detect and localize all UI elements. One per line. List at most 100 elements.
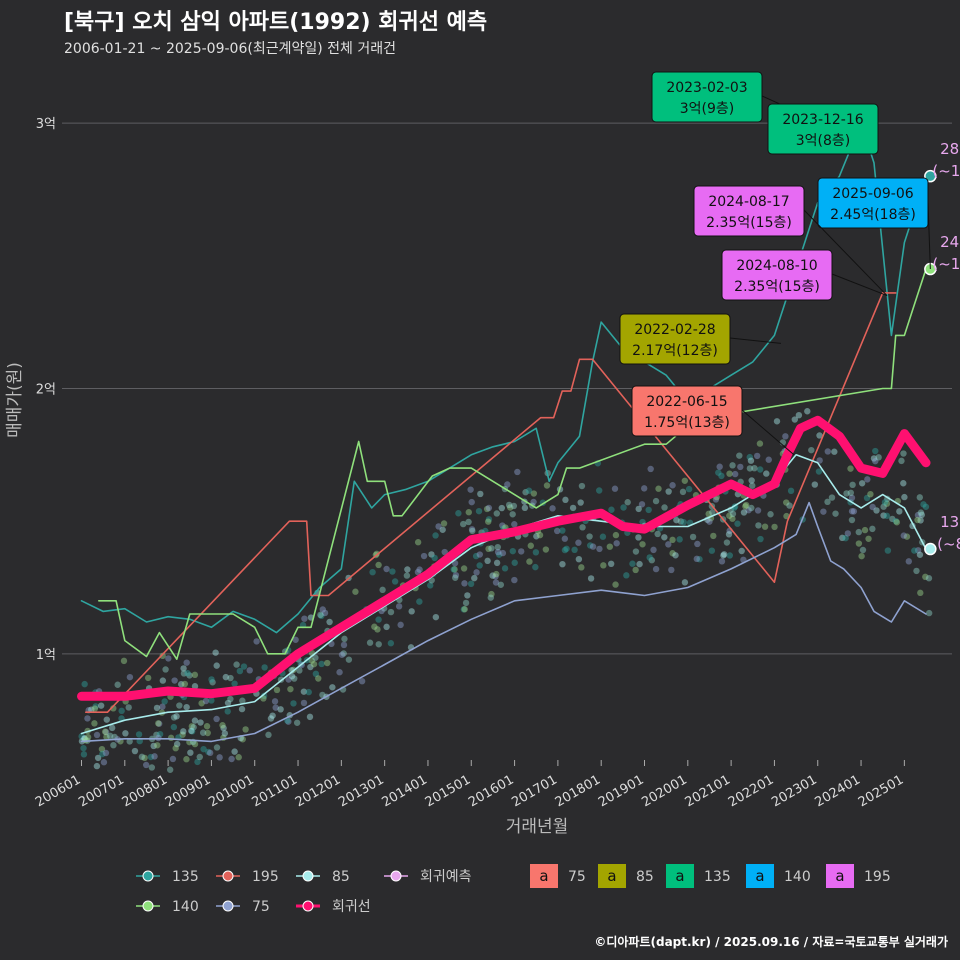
scatter-point — [533, 533, 540, 540]
scatter-point — [183, 659, 190, 666]
legend-label-swatch — [530, 864, 558, 888]
scatter-point — [746, 465, 754, 472]
scatter-point — [200, 745, 207, 753]
scatter-point — [740, 509, 748, 516]
x-tick-label: 200601 — [33, 772, 83, 810]
scatter-point — [485, 518, 492, 525]
scatter-point — [527, 542, 534, 549]
scatter-point — [613, 540, 620, 547]
x-tick-label: 200801 — [120, 772, 170, 810]
scatter-point — [729, 510, 737, 518]
scatter-point — [824, 498, 831, 506]
scatter-point — [277, 706, 284, 713]
annotation-box — [721, 249, 833, 301]
scatter-point — [530, 498, 537, 506]
scatter-point — [872, 447, 879, 455]
scatter-point — [511, 521, 518, 528]
scatter-point — [100, 759, 108, 766]
scatter-point — [138, 753, 146, 761]
scatter-point — [300, 688, 308, 695]
scatter-point — [397, 621, 404, 629]
scatter-point — [898, 457, 905, 465]
scatter-point — [693, 555, 701, 563]
scatter-point — [118, 707, 125, 715]
scatter-point — [194, 758, 201, 766]
scatter-point — [917, 509, 925, 516]
scatter-point — [532, 563, 539, 571]
scatter-point — [504, 481, 511, 488]
scatter-point — [646, 554, 653, 561]
scatter-point — [522, 489, 529, 496]
scatter-point — [126, 673, 134, 681]
scatter-point — [319, 606, 326, 613]
scatter-point — [757, 535, 764, 543]
scatter-point — [469, 527, 476, 535]
scatter-point — [754, 507, 762, 514]
scatter-point — [379, 586, 386, 594]
annotation-box — [651, 71, 763, 123]
scatter-point — [509, 511, 516, 518]
scatter-point — [824, 448, 832, 455]
scatter-point — [612, 531, 620, 539]
scatter-point — [341, 635, 348, 643]
credit-text: ©디아파트(dapt.kr) / 2025.09.16 / 자료=국토교통부 실… — [594, 935, 948, 949]
scatter-point — [624, 499, 631, 506]
scatter-point — [608, 506, 615, 513]
scatter-point — [191, 671, 199, 679]
scatter-point — [761, 523, 769, 530]
scatter-point — [312, 670, 320, 678]
scatter-point — [318, 660, 325, 668]
legend-point-swatch — [302, 870, 314, 882]
scatter-point — [197, 719, 204, 726]
scatter-point — [227, 695, 234, 703]
scatter-point — [179, 731, 186, 738]
scatter-point — [848, 508, 856, 515]
scatter-point — [498, 504, 505, 512]
scatter-point — [462, 599, 470, 607]
scatter-point — [661, 534, 668, 541]
scatter-point — [440, 520, 448, 527]
scatter-point — [404, 566, 411, 573]
scatter-point — [467, 580, 475, 588]
scatter-point — [475, 507, 483, 515]
scatter-point — [726, 552, 734, 559]
scatter-point — [319, 691, 326, 699]
scatter-point — [101, 728, 109, 735]
scatter-point — [431, 554, 438, 562]
scatter-point — [156, 730, 164, 738]
series-line-75 — [80, 501, 927, 743]
scatter-point — [161, 698, 168, 705]
scatter-point — [510, 502, 518, 510]
scatter-point — [715, 469, 722, 476]
scatter-point — [103, 733, 110, 741]
scatter-point — [542, 546, 550, 553]
scatter-point — [269, 712, 276, 719]
scatter-point — [451, 566, 458, 573]
x-tick-label: 200701 — [76, 772, 126, 810]
scatter-point — [587, 575, 595, 582]
scatter-point — [296, 667, 303, 674]
chart-subtitle: 2006-01-21 ~ 2025-09-06(최근계약일) 전체 거래건 — [64, 41, 396, 57]
scatter-point — [783, 499, 790, 506]
endpoint-value: 28,000 — [940, 140, 960, 158]
scatter-point — [729, 515, 736, 522]
scatter-point — [450, 566, 457, 573]
scatter-point — [563, 545, 570, 552]
scatter-point — [188, 728, 196, 735]
scatter-point — [188, 723, 196, 730]
scatter-point — [387, 640, 395, 647]
scatter-point — [848, 516, 856, 524]
scatter-point — [808, 446, 815, 454]
scatter-point — [716, 463, 723, 470]
scatter-point — [815, 468, 823, 475]
scatter-point — [321, 609, 329, 617]
scatter-point — [238, 705, 246, 713]
scatter-point — [271, 698, 279, 705]
scatter-point — [562, 496, 569, 504]
scatter-point — [731, 470, 739, 478]
scatter-point — [190, 724, 197, 731]
scatter-point — [718, 472, 725, 480]
scatter-point — [153, 704, 161, 712]
scatter-point — [864, 476, 871, 483]
scatter-point — [180, 670, 188, 677]
